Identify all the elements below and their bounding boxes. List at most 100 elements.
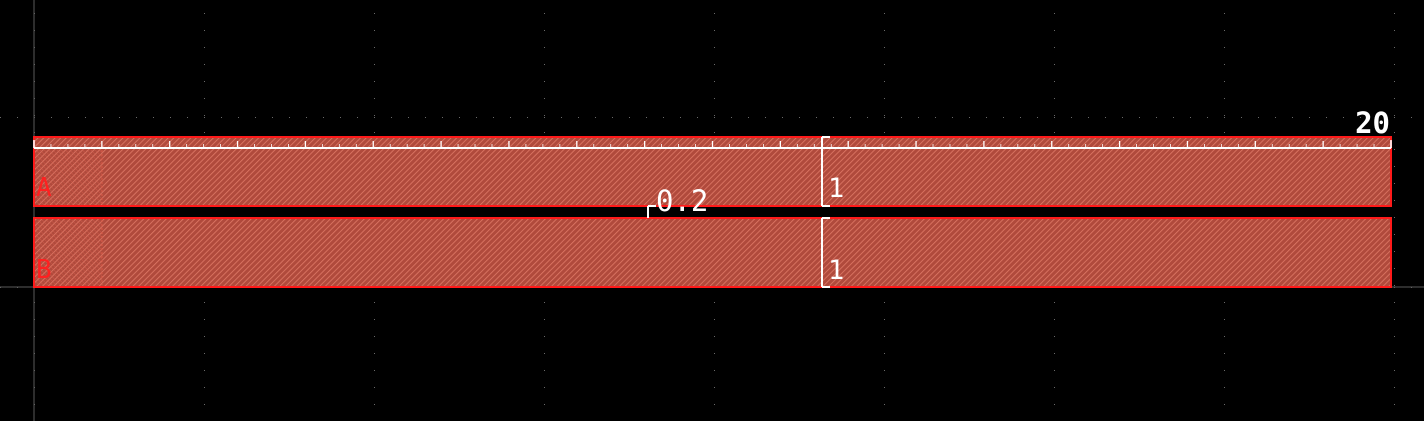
grid-dot <box>1394 319 1395 320</box>
grid-dot <box>782 117 783 118</box>
grid-dot <box>17 117 18 118</box>
height-dimension-label-a: 1 <box>828 173 844 204</box>
grid-dot <box>1224 336 1225 337</box>
grid-dot <box>1054 64 1055 65</box>
grid-dot <box>1037 117 1038 118</box>
grid-dot <box>1139 117 1140 118</box>
grid-dot <box>969 117 970 118</box>
grid-dot <box>884 30 885 31</box>
grid-dot <box>1394 183 1395 184</box>
grid-dot <box>1394 387 1395 388</box>
grid-dot <box>799 117 800 118</box>
grid-dot <box>1054 98 1055 99</box>
grid-dot <box>1224 302 1225 303</box>
grid-dot <box>1173 117 1174 118</box>
grid-dot <box>1224 81 1225 82</box>
grid-dot <box>1326 117 1327 118</box>
grid-dot <box>1224 132 1225 133</box>
grid-dot <box>952 117 953 118</box>
grid-dot <box>204 30 205 31</box>
grid-dot <box>918 117 919 118</box>
height-ruler-a <box>821 136 830 207</box>
grid-dot <box>1054 47 1055 48</box>
grid-dot <box>374 30 375 31</box>
grid-dot <box>714 81 715 82</box>
grid-dot <box>544 387 545 388</box>
height-dimension-label-b: 1 <box>828 255 844 286</box>
grid-dot <box>714 98 715 99</box>
grid-dot <box>221 117 222 118</box>
grid-dot <box>1003 117 1004 118</box>
grid-dot <box>1054 336 1055 337</box>
grid-dot <box>646 117 647 118</box>
grid-dot <box>1394 336 1395 337</box>
grid-dot <box>544 47 545 48</box>
grid-dot <box>374 404 375 405</box>
grid-dot <box>204 132 205 133</box>
grid-dot <box>680 117 681 118</box>
grid-dot <box>1394 353 1395 354</box>
grid-dot <box>1224 30 1225 31</box>
grid-dot <box>697 117 698 118</box>
grid-dot <box>85 117 86 118</box>
grid-dot <box>204 302 205 303</box>
grid-dot <box>884 64 885 65</box>
grid-dot <box>714 30 715 31</box>
grid-dot <box>1190 117 1191 118</box>
grid-dot <box>1054 115 1055 116</box>
grid-dot <box>884 319 885 320</box>
layer-rect-b[interactable]: B <box>33 217 1392 288</box>
grid-dot <box>1054 13 1055 14</box>
grid-dot <box>884 353 885 354</box>
grid-dot <box>527 117 528 118</box>
grid-dot <box>884 47 885 48</box>
grid-dot <box>884 132 885 133</box>
grid-dot <box>901 117 902 118</box>
grid-dot <box>374 336 375 337</box>
grid-dot <box>204 47 205 48</box>
grid-dot <box>1394 285 1395 286</box>
height-ruler-b <box>821 217 830 288</box>
grid-dot <box>1054 302 1055 303</box>
grid-dot <box>748 117 749 118</box>
grid-dot <box>1224 353 1225 354</box>
grid-dot <box>1054 319 1055 320</box>
grid-dot <box>1394 217 1395 218</box>
grid-dot <box>1054 404 1055 405</box>
grid-dot <box>1122 117 1123 118</box>
grid-dot <box>1224 387 1225 388</box>
grid-dot <box>1275 117 1276 118</box>
width-ruler <box>33 140 1392 149</box>
grid-dot <box>544 336 545 337</box>
grid-dot <box>714 370 715 371</box>
grid-dot <box>204 98 205 99</box>
spacing-dimension-label: 0.2 <box>656 184 708 218</box>
grid-dot <box>1224 47 1225 48</box>
grid-dot <box>1020 117 1021 118</box>
grid-dot <box>544 115 545 116</box>
grid-dot <box>850 117 851 118</box>
grid-dot <box>1156 117 1157 118</box>
spacing-ruler <box>647 205 656 218</box>
grid-dot <box>884 387 885 388</box>
grid-dot <box>102 117 103 118</box>
grid-dot <box>544 132 545 133</box>
grid-dot <box>1394 302 1395 303</box>
grid-dot <box>51 117 52 118</box>
grid-dot <box>714 404 715 405</box>
grid-dot <box>204 13 205 14</box>
grid-dot <box>714 319 715 320</box>
grid-dot <box>374 64 375 65</box>
grid-dot <box>833 117 834 118</box>
grid-dot <box>544 117 545 118</box>
grid-dot <box>714 336 715 337</box>
grid-dot <box>714 387 715 388</box>
grid-dot <box>1394 64 1395 65</box>
grid-dot <box>153 117 154 118</box>
grid-dot <box>204 81 205 82</box>
grid-dot <box>289 117 290 118</box>
grid-dot <box>544 319 545 320</box>
grid-dot <box>765 117 766 118</box>
